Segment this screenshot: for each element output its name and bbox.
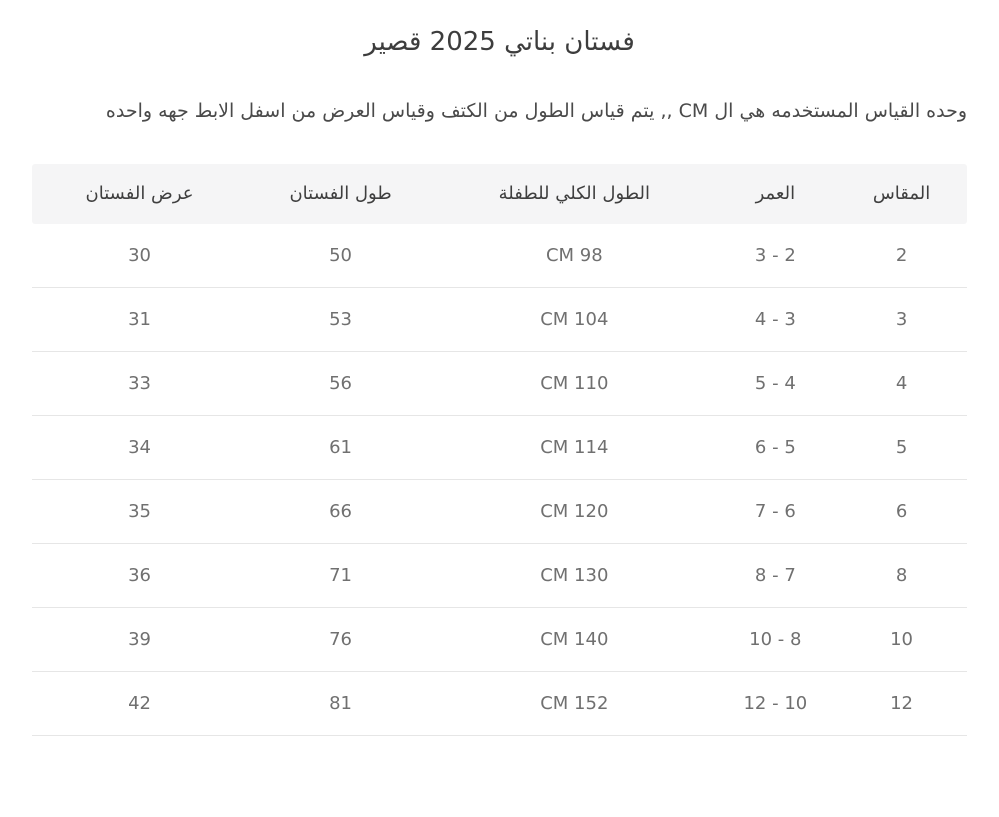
table-cell-dress-length: 50 [247, 224, 435, 288]
column-header-age: العمر [714, 163, 837, 224]
table-cell-dress-width: 31 [32, 288, 248, 352]
table-cell-age: 10 - 12 [714, 672, 837, 736]
size-chart-table: المقاس العمر الطول الكلي للطفلة طول الفس… [32, 163, 967, 736]
table-cell-dress-width: 30 [32, 224, 248, 288]
table-cell-dress-length: 53 [247, 288, 435, 352]
table-cell-age: 2 - 3 [714, 224, 837, 288]
column-header-total-length: الطول الكلي للطفلة [434, 163, 715, 224]
table-cell-dress-length: 66 [247, 480, 435, 544]
table-cell-size: 2 [836, 224, 967, 288]
table-cell-dress-length: 56 [247, 352, 435, 416]
table-cell-dress-width: 34 [32, 416, 248, 480]
table-cell-dress-length: 81 [247, 672, 435, 736]
table-cell-size: 12 [836, 672, 967, 736]
page-title: فستان بناتي 2025 قصير [364, 27, 635, 57]
table-cell-total-length: 114 CM [434, 416, 715, 480]
size-chart-header-row: المقاس العمر الطول الكلي للطفلة طول الفس… [32, 163, 967, 224]
table-cell-size: 4 [836, 352, 967, 416]
table-cell-age: 8 - 10 [714, 608, 837, 672]
table-cell-size: 10 [836, 608, 967, 672]
column-header-size: المقاس [836, 163, 967, 224]
table-cell-age: 7 - 8 [714, 544, 837, 608]
size-guide-description: وحده القياس المستخدمه هي ال CM ,, يتم قي… [105, 99, 967, 122]
table-cell-total-length: 104 CM [434, 288, 715, 352]
table-cell-size: 5 [836, 416, 967, 480]
table-cell-dress-width: 36 [32, 544, 248, 608]
table-cell-dress-length: 76 [247, 608, 435, 672]
table-cell-age: 4 - 5 [714, 352, 837, 416]
table-cell-age: 3 - 4 [714, 288, 837, 352]
column-header-dress-length: طول الفستان [247, 163, 435, 224]
table-cell-dress-length: 71 [247, 544, 435, 608]
table-cell-total-length: 130 CM [434, 544, 715, 608]
table-cell-total-length: 120 CM [434, 480, 715, 544]
table-cell-size: 6 [836, 480, 967, 544]
column-header-dress-width: عرض الفستان [32, 163, 248, 224]
table-cell-total-length: 98 CM [434, 224, 715, 288]
table-cell-dress-width: 33 [32, 352, 248, 416]
table-cell-total-length: 140 CM [434, 608, 715, 672]
size-guide-page: فستان بناتي 2025 قصير وحده القياس المستخ… [32, 27, 967, 736]
table-cell-age: 5 - 6 [714, 416, 837, 480]
table-cell-size: 8 [836, 544, 967, 608]
table-cell-total-length: 110 CM [434, 352, 715, 416]
table-cell-dress-width: 42 [32, 672, 248, 736]
table-cell-dress-width: 39 [32, 608, 248, 672]
table-cell-dress-width: 35 [32, 480, 248, 544]
table-cell-total-length: 152 CM [434, 672, 715, 736]
table-cell-size: 3 [836, 288, 967, 352]
table-cell-age: 6 - 7 [714, 480, 837, 544]
table-row: 12 10 - 12 152 CM 81 42 [32, 672, 967, 736]
table-row: 10 8 - 10 140 CM 76 39 [32, 608, 967, 672]
table-cell-dress-length: 61 [247, 416, 435, 480]
